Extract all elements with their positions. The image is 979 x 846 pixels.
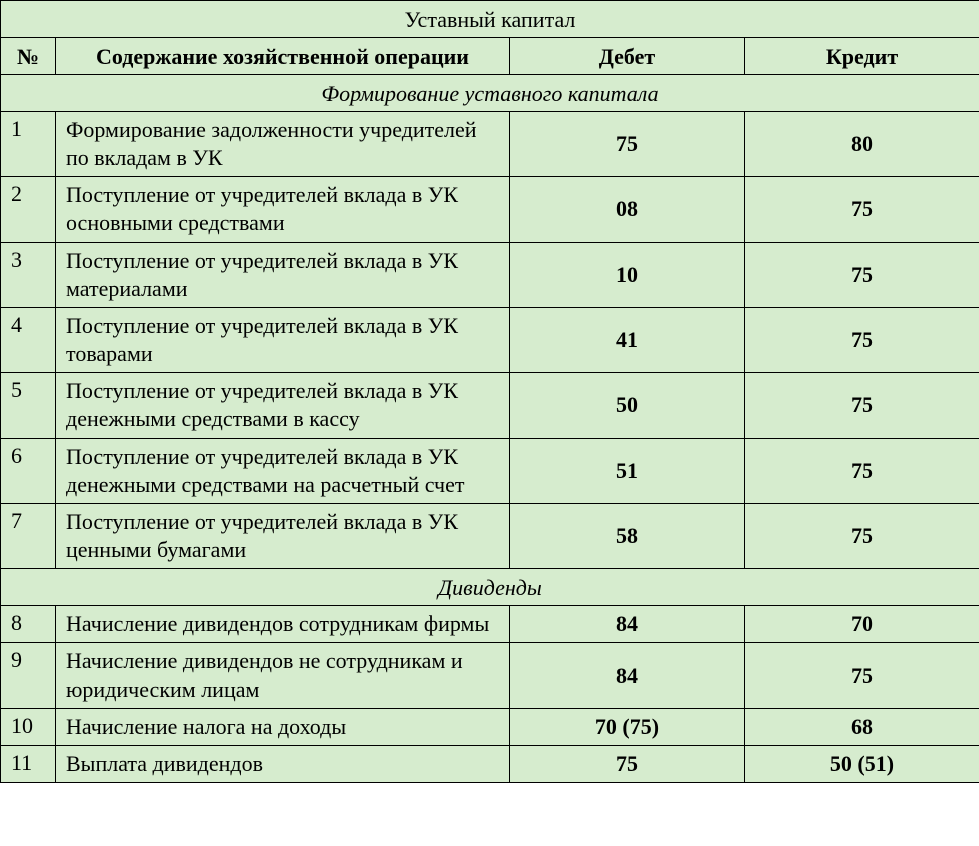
row-debit: 58 bbox=[510, 503, 745, 568]
section-row: Формирование уставного капитала bbox=[1, 75, 979, 112]
row-credit: 75 bbox=[745, 438, 979, 503]
row-debit: 75 bbox=[510, 745, 745, 782]
row-num: 10 bbox=[1, 708, 56, 745]
row-credit: 75 bbox=[745, 307, 979, 372]
row-credit: 75 bbox=[745, 643, 979, 708]
header-desc: Содержание хозяйственной операции bbox=[56, 38, 510, 75]
row-credit: 75 bbox=[745, 373, 979, 438]
table-title: Уставный капитал bbox=[1, 1, 979, 38]
row-desc: Начисление дивидендов сотрудникам фирмы bbox=[56, 606, 510, 643]
table-row: 8 Начисление дивидендов сотрудникам фирм… bbox=[1, 606, 979, 643]
title-row: Уставный капитал bbox=[1, 1, 979, 38]
row-debit: 10 bbox=[510, 242, 745, 307]
row-num: 8 bbox=[1, 606, 56, 643]
section-row: Дивиденды bbox=[1, 569, 979, 606]
row-num: 9 bbox=[1, 643, 56, 708]
row-credit: 70 bbox=[745, 606, 979, 643]
row-desc: Поступление от учредителей вклада в УК о… bbox=[56, 177, 510, 242]
row-debit: 08 bbox=[510, 177, 745, 242]
row-num: 6 bbox=[1, 438, 56, 503]
row-num: 4 bbox=[1, 307, 56, 372]
row-num: 3 bbox=[1, 242, 56, 307]
header-num: № bbox=[1, 38, 56, 75]
row-desc: Поступление от учредителей вклада в УК т… bbox=[56, 307, 510, 372]
section-heading: Дивиденды bbox=[1, 569, 979, 606]
row-desc: Поступление от учредителей вклада в УК д… bbox=[56, 373, 510, 438]
row-desc: Начисление налога на доходы bbox=[56, 708, 510, 745]
row-desc: Выплата дивидендов bbox=[56, 745, 510, 782]
table-row: 9 Начисление дивидендов не сотрудникам и… bbox=[1, 643, 979, 708]
row-debit: 50 bbox=[510, 373, 745, 438]
row-desc: Поступление от учредителей вклада в УК ц… bbox=[56, 503, 510, 568]
row-desc: Формирование задолженности учредителей п… bbox=[56, 112, 510, 177]
row-debit: 84 bbox=[510, 606, 745, 643]
accounting-table: Уставный капитал № Содержание хозяйствен… bbox=[0, 0, 979, 783]
table-container: Уставный капитал № Содержание хозяйствен… bbox=[0, 0, 979, 783]
row-credit: 50 (51) bbox=[745, 745, 979, 782]
row-num: 7 bbox=[1, 503, 56, 568]
table-row: 2 Поступление от учредителей вклада в УК… bbox=[1, 177, 979, 242]
row-desc: Поступление от учредителей вклада в УК м… bbox=[56, 242, 510, 307]
table-row: 7 Поступление от учредителей вклада в УК… bbox=[1, 503, 979, 568]
header-row: № Содержание хозяйственной операции Дебе… bbox=[1, 38, 979, 75]
row-num: 2 bbox=[1, 177, 56, 242]
row-num: 1 bbox=[1, 112, 56, 177]
row-desc: Начисление дивидендов не сотрудникам и ю… bbox=[56, 643, 510, 708]
table-row: 11 Выплата дивидендов 75 50 (51) bbox=[1, 745, 979, 782]
row-credit: 80 bbox=[745, 112, 979, 177]
section-heading: Формирование уставного капитала bbox=[1, 75, 979, 112]
row-desc: Поступление от учредителей вклада в УК д… bbox=[56, 438, 510, 503]
row-num: 11 bbox=[1, 745, 56, 782]
header-debit: Дебет bbox=[510, 38, 745, 75]
row-debit: 75 bbox=[510, 112, 745, 177]
row-debit: 51 bbox=[510, 438, 745, 503]
row-credit: 68 bbox=[745, 708, 979, 745]
row-credit: 75 bbox=[745, 503, 979, 568]
row-credit: 75 bbox=[745, 242, 979, 307]
table-row: 4 Поступление от учредителей вклада в УК… bbox=[1, 307, 979, 372]
row-debit: 41 bbox=[510, 307, 745, 372]
table-row: 6 Поступление от учредителей вклада в УК… bbox=[1, 438, 979, 503]
table-row: 1 Формирование задолженности учредителей… bbox=[1, 112, 979, 177]
row-debit: 70 (75) bbox=[510, 708, 745, 745]
row-num: 5 bbox=[1, 373, 56, 438]
table-row: 5 Поступление от учредителей вклада в УК… bbox=[1, 373, 979, 438]
header-credit: Кредит bbox=[745, 38, 979, 75]
row-credit: 75 bbox=[745, 177, 979, 242]
row-debit: 84 bbox=[510, 643, 745, 708]
table-row: 10 Начисление налога на доходы 70 (75) 6… bbox=[1, 708, 979, 745]
table-row: 3 Поступление от учредителей вклада в УК… bbox=[1, 242, 979, 307]
